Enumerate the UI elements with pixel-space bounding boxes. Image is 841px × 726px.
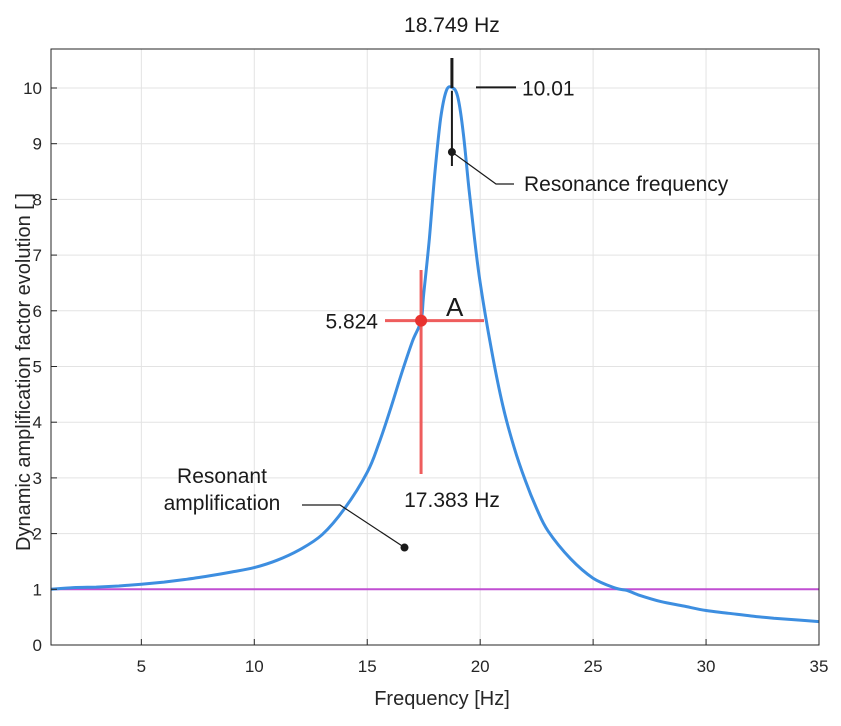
x-tick-label: 5 [137,657,146,676]
resonance-label: Resonance frequency [524,173,729,196]
point-a-marker [415,314,428,327]
y-axis-label: Dynamic amplification factor evolution [… [13,193,35,551]
y-tick-label: 6 [33,302,42,321]
x-tick-label: 25 [584,657,603,676]
x-axis-label: Frequency [Hz] [374,688,510,710]
y-tick-label: 0 [33,636,42,655]
resonant-label-line1: Resonant [177,465,267,488]
point-freq-label: 17.383 Hz [404,489,500,512]
y-tick-label: 8 [33,190,42,209]
plot-frame [50,48,820,646]
x-tick-label: 35 [810,657,829,676]
y-tick-label: 5 [33,357,42,376]
annotations: 18.749 Hz 10.01 Resonance frequency A 5.824 1… [164,14,729,552]
point-a-letter: A [446,292,464,322]
x-tick-label: 30 [697,657,716,676]
resonant-label-line2: amplification [164,492,281,515]
peak-value-label: 10.01 [522,77,575,100]
amplification-curve [50,85,820,624]
x-tick-label: 10 [245,657,264,676]
y-tick-label: 9 [33,135,42,154]
peak-freq-label: 18.749 Hz [404,14,500,37]
x-tick-label: 20 [471,657,490,676]
resonance-leader [451,151,514,185]
series-layer [50,85,820,624]
y-tick-label: 1 [33,580,42,599]
resonant-leader [302,504,405,549]
y-tick-label: 10 [23,79,42,98]
y-tick-label: 2 [33,525,42,544]
y-tick-label: 7 [33,246,42,265]
y-tick-label: 3 [33,469,42,488]
ticks: 5 10 15 20 25 30 35 0 1 2 3 4 5 6 7 8 9 10 [23,79,828,676]
x-tick-label: 15 [358,657,377,676]
y-tick-label: 4 [33,413,42,432]
axes [50,48,820,646]
resonant-dot [400,543,409,552]
point-value-label: 5.824 [325,311,378,334]
